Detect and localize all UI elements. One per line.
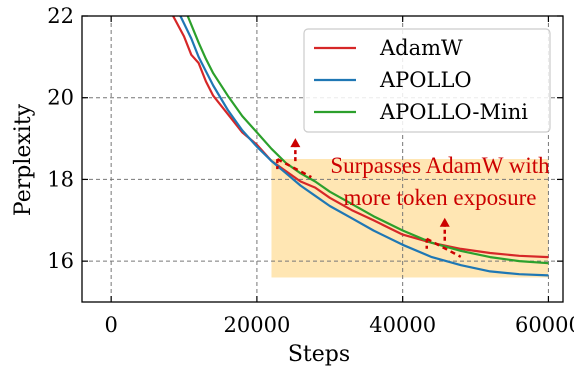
x-tick-label-20000: 20000 [224,313,291,337]
y-tick-label-20: 20 [47,86,74,110]
annotation-line-2: more token exposure [344,185,537,210]
y-tick-label-18: 18 [47,167,74,191]
y-axis-label: Perplexity [11,103,36,216]
x-tick-label-0: 0 [104,313,117,337]
legend-label-apollo: APOLLO [379,68,472,92]
x-axis-label: Steps [288,342,350,367]
annotation-line-1: Surpasses AdamW with [330,153,550,178]
y-tick-label-16: 16 [47,249,74,273]
legend-label-adamw: AdamW [379,36,463,60]
x-tick-label-60000: 60000 [515,313,574,337]
legend-label-apollo-mini: APOLLO-Mini [379,100,528,124]
y-tick-label-22: 22 [47,4,74,28]
x-tick-label-40000: 40000 [369,313,436,337]
legend: AdamW APOLLO APOLLO-Mini [304,29,550,132]
